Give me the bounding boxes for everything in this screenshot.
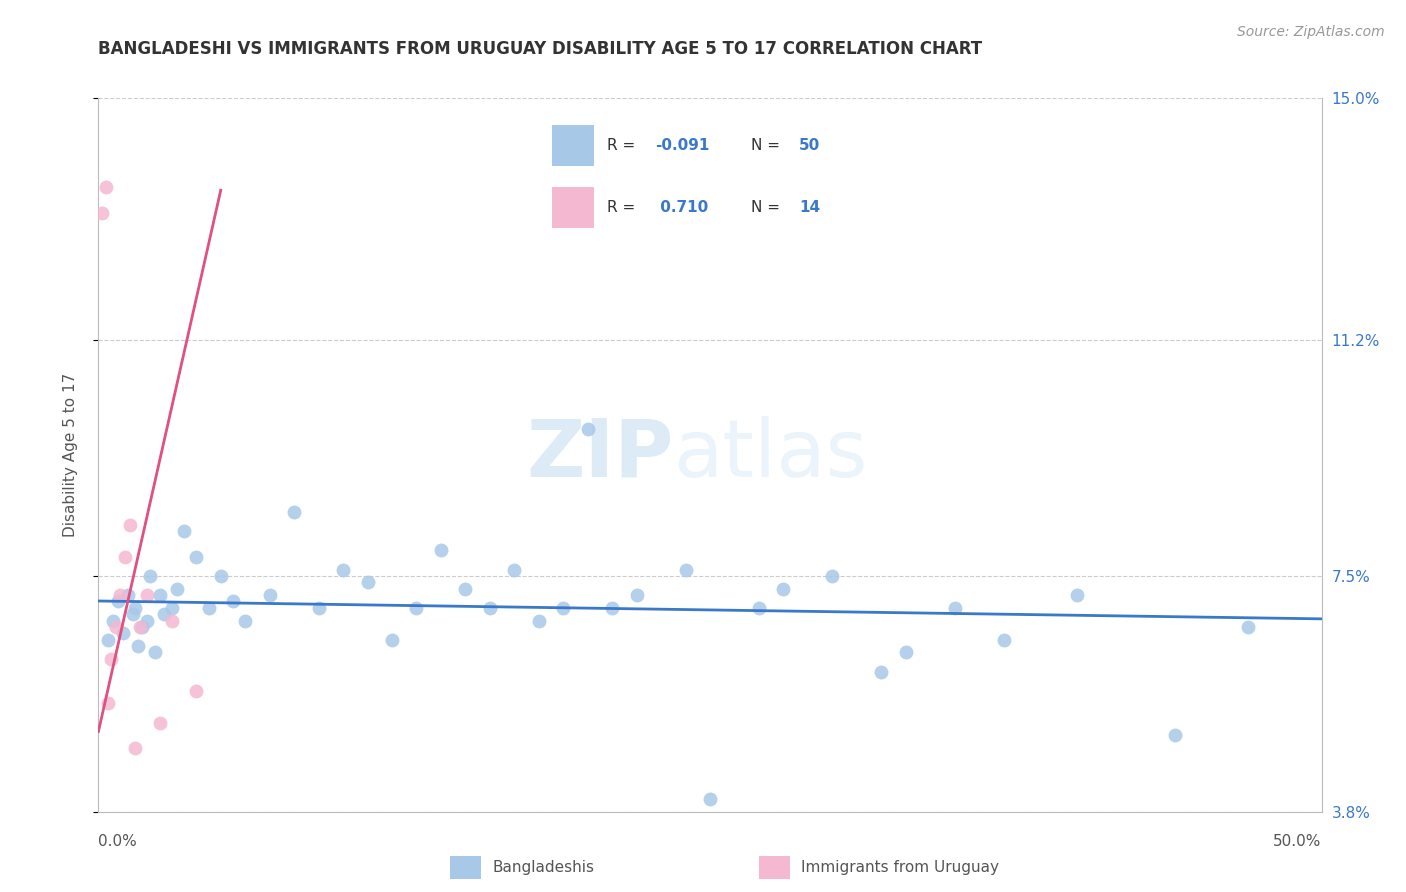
Point — [553, 600, 575, 615]
Point — [107, 594, 129, 608]
Point — [454, 582, 477, 596]
Point — [1066, 588, 1088, 602]
Point — [576, 422, 599, 436]
Point — [381, 632, 404, 647]
Point — [283, 505, 305, 519]
Point — [97, 632, 120, 647]
Point — [870, 665, 893, 679]
Point — [143, 645, 166, 659]
Point — [259, 588, 281, 602]
Point — [101, 614, 124, 628]
Point — [626, 588, 648, 602]
Point — [478, 600, 501, 615]
Point — [197, 600, 219, 615]
Point — [121, 607, 143, 622]
Point — [173, 524, 195, 539]
Text: atlas: atlas — [673, 416, 868, 494]
Point — [104, 620, 127, 634]
Point — [114, 549, 136, 564]
Point — [111, 626, 134, 640]
Point — [166, 582, 188, 596]
Point — [993, 632, 1015, 647]
Point — [186, 549, 208, 564]
Text: Immigrants from Uruguay: Immigrants from Uruguay — [801, 861, 1000, 875]
Point — [110, 588, 132, 602]
Text: Source: ZipAtlas.com: Source: ZipAtlas.com — [1237, 25, 1385, 39]
Point — [503, 563, 526, 577]
Point — [356, 575, 378, 590]
Point — [430, 543, 453, 558]
Point — [405, 600, 427, 615]
Text: BANGLADESHI VS IMMIGRANTS FROM URUGUAY DISABILITY AGE 5 TO 17 CORRELATION CHART: BANGLADESHI VS IMMIGRANTS FROM URUGUAY D… — [98, 40, 983, 58]
Point — [772, 582, 794, 596]
Point — [117, 588, 139, 602]
Point — [149, 588, 172, 602]
Point — [97, 697, 120, 711]
Point — [120, 518, 142, 533]
Point — [124, 741, 146, 756]
Y-axis label: Disability Age 5 to 17: Disability Age 5 to 17 — [63, 373, 77, 537]
Point — [894, 645, 917, 659]
Point — [209, 569, 232, 583]
Point — [1164, 728, 1187, 742]
Text: 50.0%: 50.0% — [1274, 834, 1322, 849]
Point — [160, 614, 183, 628]
Point — [136, 588, 159, 602]
Point — [675, 563, 697, 577]
Point — [308, 600, 330, 615]
Point — [748, 600, 770, 615]
Point — [100, 652, 122, 666]
Point — [139, 569, 162, 583]
Point — [136, 614, 159, 628]
Point — [821, 569, 844, 583]
Point — [943, 600, 966, 615]
Point — [186, 683, 208, 698]
Point — [131, 620, 153, 634]
Point — [91, 206, 114, 220]
Point — [527, 614, 550, 628]
Point — [699, 792, 721, 806]
Point — [94, 180, 117, 194]
Point — [222, 594, 245, 608]
Point — [124, 600, 146, 615]
Point — [233, 614, 256, 628]
Text: ZIP: ZIP — [526, 416, 673, 494]
Point — [1237, 620, 1260, 634]
Point — [153, 607, 176, 622]
Text: 0.0%: 0.0% — [98, 834, 138, 849]
Text: Bangladeshis: Bangladeshis — [492, 861, 595, 875]
Point — [129, 620, 152, 634]
Point — [332, 563, 354, 577]
Point — [127, 639, 149, 653]
Point — [149, 715, 172, 730]
Point — [600, 600, 623, 615]
Point — [160, 600, 183, 615]
